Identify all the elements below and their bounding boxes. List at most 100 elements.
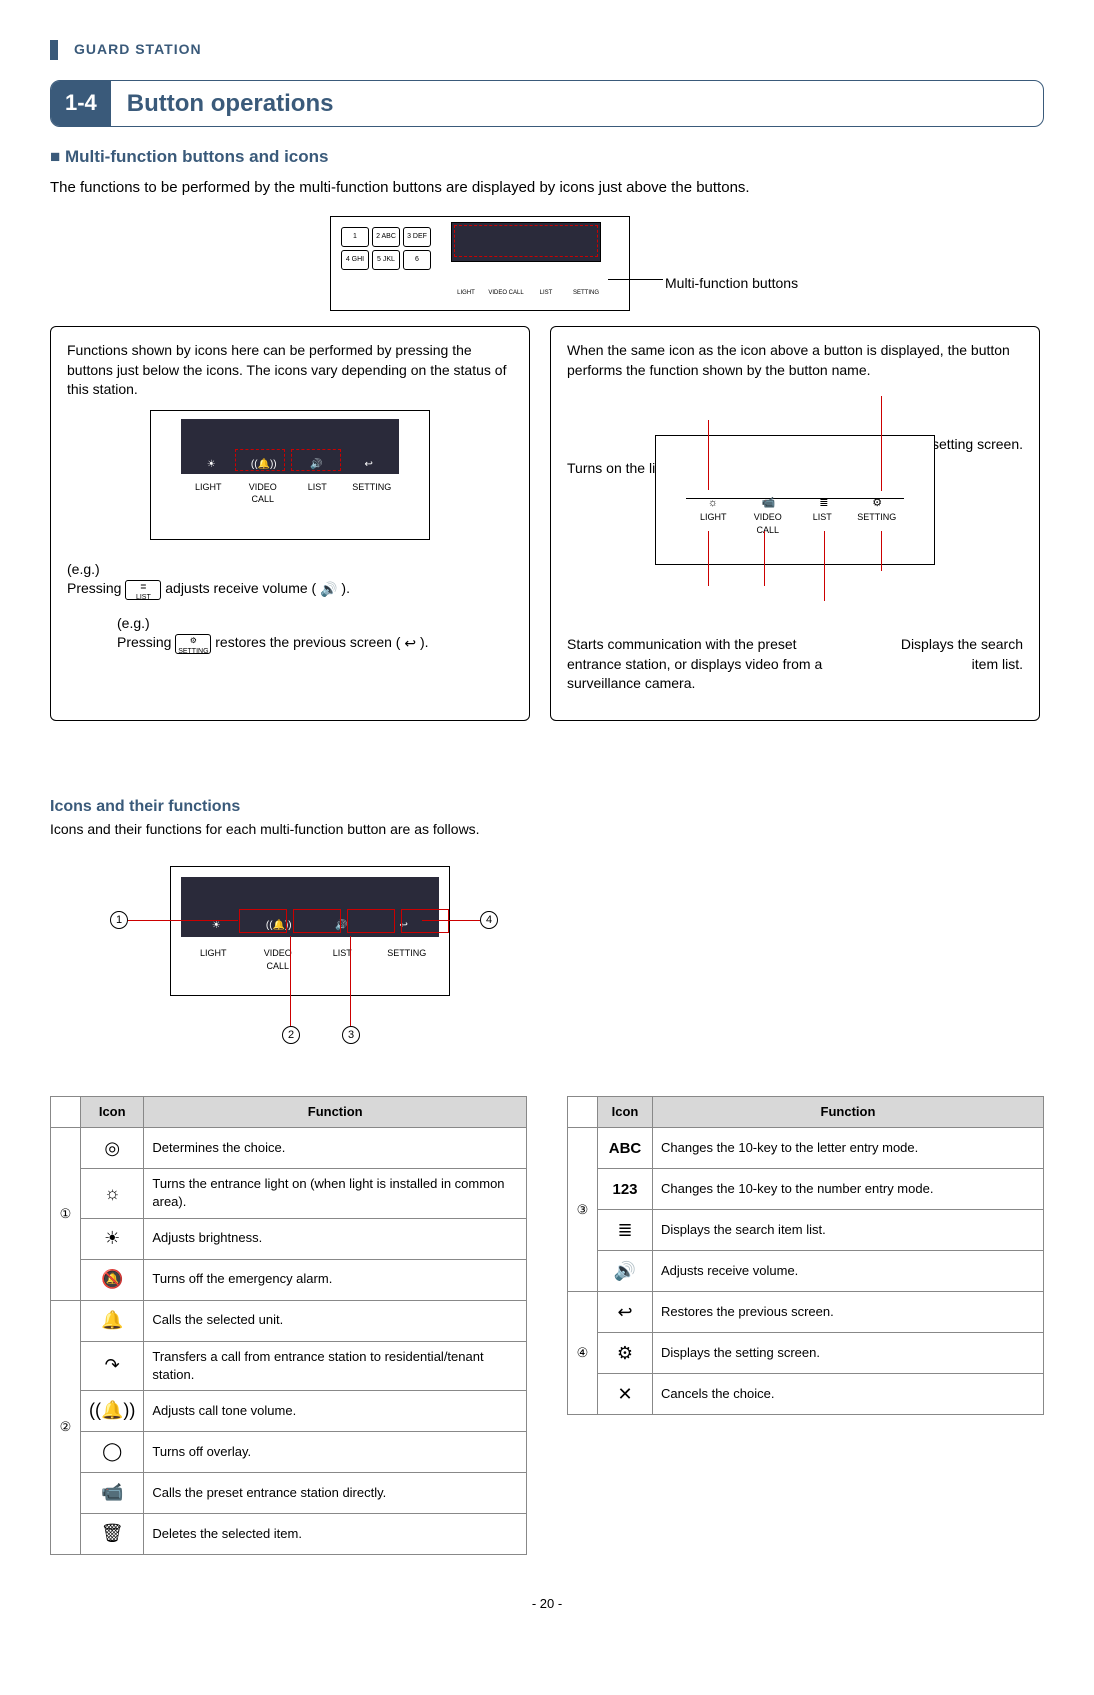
section-header: 1-4 Button operations xyxy=(50,80,1044,128)
table-icon-cell: 🔕 xyxy=(81,1259,144,1300)
table-icon-cell: ◎ xyxy=(81,1128,144,1169)
mini-station-left: ☀ ((🔔)) 🔊 ↩ LIGHT VIDEO CALL LIST SETTIN… xyxy=(150,410,430,540)
intro-text: The functions to be performed by the mul… xyxy=(50,177,1044,198)
section-title: Button operations xyxy=(111,81,350,127)
table-group-cell: ① xyxy=(51,1128,81,1300)
circle-3: 3 xyxy=(342,1026,360,1044)
icons-section-desc: Icons and their functions for each multi… xyxy=(50,820,1044,840)
table-func-cell: Cancels the choice. xyxy=(653,1374,1044,1415)
keypad: 1 2 ABC 3 DEF 4 GHI 5 JKL 6 xyxy=(341,227,436,270)
tables-row: Icon Function ①◎Determines the choice.☼T… xyxy=(50,1096,1044,1555)
subsection-title: ■ Multi-function buttons and icons xyxy=(50,145,1044,169)
page-tab: GUARD STATION xyxy=(50,40,1044,60)
red-highlight xyxy=(347,909,395,933)
table-icon-cell: ⚙ xyxy=(598,1333,653,1374)
table-func-cell: Displays the setting screen. xyxy=(653,1333,1044,1374)
table-func-cell: Turns the entrance light on (when light … xyxy=(144,1169,527,1218)
section-number: 1-4 xyxy=(51,81,111,127)
table-header-blank xyxy=(568,1096,598,1127)
table-func-cell: Transfers a call from entrance station t… xyxy=(144,1341,527,1390)
table-icon-cell: ◯ xyxy=(81,1431,144,1472)
icons-section-title: Icons and their functions xyxy=(50,796,1044,818)
eg2-line: Pressing ⚙SETTING restores the previous … xyxy=(117,633,513,653)
light-icon: ☼ xyxy=(708,496,718,511)
table-icon-cell: 🔊 xyxy=(598,1251,653,1292)
table-icon-cell: ≣ xyxy=(598,1210,653,1251)
table-group-cell: ② xyxy=(51,1300,81,1554)
circle-1: 1 xyxy=(110,911,128,929)
table-func-cell: Determines the choice. xyxy=(144,1128,527,1169)
video-call-icon: 📹 xyxy=(762,496,776,511)
table-icon-cell: 🗑 xyxy=(81,1513,144,1554)
list-icon: ≣ xyxy=(819,496,828,511)
mini-station-right: LIGHT VIDEO CALL LIST SETTING ☼ 📹 ≣ ⚙ xyxy=(655,435,935,565)
table-func-cell: Displays the search item list. xyxy=(653,1210,1044,1251)
table-icon-cell: ☀ xyxy=(81,1218,144,1259)
table-func-cell: Restores the previous screen. xyxy=(653,1292,1044,1333)
table-func-cell: Deletes the selected item. xyxy=(144,1513,527,1554)
table-group-cell: ③ xyxy=(568,1128,598,1292)
table-func-cell: Calls the preset entrance station direct… xyxy=(144,1472,527,1513)
eg1-line: Pressing ≣LIST adjusts receive volume ( … xyxy=(67,579,513,599)
leader-line xyxy=(608,279,663,280)
table-group-cell: ④ xyxy=(568,1292,598,1415)
callout-right: When the same icon as the icon above a b… xyxy=(550,326,1040,721)
brightness-icon: ☀ xyxy=(191,458,231,472)
keypad-key: 4 GHI xyxy=(341,250,369,270)
red-highlight xyxy=(293,909,341,933)
table-icon-cell: ✕ xyxy=(598,1374,653,1415)
keypad-key: 1 xyxy=(341,227,369,247)
eg1-label: (e.g.) xyxy=(67,560,513,580)
callout-right-text: When the same icon as the icon above a b… xyxy=(567,341,1023,380)
table-header-icon: Icon xyxy=(81,1096,144,1127)
station-button-labels: LIGHT VIDEO CALL LIST SETTING xyxy=(446,267,606,297)
setting-button-chip: ⚙SETTING xyxy=(175,634,211,654)
table-func-cell: Changes the 10-key to the number entry m… xyxy=(653,1169,1044,1210)
table-icon-cell: 🔔 xyxy=(81,1300,144,1341)
label-list: Displays the search item list. xyxy=(877,635,1023,674)
dash-highlight xyxy=(235,449,285,471)
circle-4: 4 xyxy=(480,911,498,929)
callout-left-text: Functions shown by icons here can be per… xyxy=(67,341,513,400)
table-header-func: Function xyxy=(144,1096,527,1127)
page-number: - 20 - xyxy=(50,1595,1044,1613)
red-highlight xyxy=(401,909,449,933)
keypad-key: 5 JKL xyxy=(372,250,400,270)
table-icon-cell: 📹 xyxy=(81,1472,144,1513)
table-icon-cell: ↷ xyxy=(81,1341,144,1390)
table-header-icon: Icon xyxy=(598,1096,653,1127)
table-func-cell: Adjusts brightness. xyxy=(144,1218,527,1259)
table-icon-cell: ((🔔)) xyxy=(81,1390,144,1431)
table-header-func: Function xyxy=(653,1096,1044,1127)
table-icon-cell: ABC xyxy=(598,1128,653,1169)
callout-left: Functions shown by icons here can be per… xyxy=(50,326,530,721)
mini-screen: ☀ ((🔔)) 🔊 ↩ xyxy=(181,419,399,474)
label-video: Starts communication with the preset ent… xyxy=(567,635,847,694)
keypad-key: 6 xyxy=(403,250,431,270)
numbered-station-diagram: ☀ ((🔔)) 🔊 ↩ LIGHT VIDEO CALL LIST SETTIN… xyxy=(110,856,530,1056)
mini-screen xyxy=(686,444,904,499)
table-icon-cell: ↩ xyxy=(598,1292,653,1333)
return-icon: ↩ xyxy=(404,634,416,654)
icon-function-table-left: Icon Function ①◎Determines the choice.☼T… xyxy=(50,1096,527,1555)
table-func-cell: Turns off the emergency alarm. xyxy=(144,1259,527,1300)
mf-buttons-label: Multi-function buttons xyxy=(665,274,798,294)
table-func-cell: Adjusts receive volume. xyxy=(653,1251,1044,1292)
red-highlight xyxy=(239,909,287,933)
running-head: GUARD STATION xyxy=(64,40,1044,60)
table-icon-cell: 123 xyxy=(598,1169,653,1210)
icon-function-table-right: Icon Function ③ABCChanges the 10-key to … xyxy=(567,1096,1044,1415)
table-icon-cell: ☼ xyxy=(81,1169,144,1218)
circle-2: 2 xyxy=(282,1026,300,1044)
table-func-cell: Adjusts call tone volume. xyxy=(144,1390,527,1431)
table-header-blank xyxy=(51,1096,81,1127)
table-func-cell: Calls the selected unit. xyxy=(144,1300,527,1341)
volume-icon: 🔊 xyxy=(320,580,337,600)
brightness-icon: ☀ xyxy=(196,919,236,933)
keypad-key: 2 ABC xyxy=(372,227,400,247)
dash-highlight xyxy=(291,449,341,471)
example-block: (e.g.) Pressing ≣LIST adjusts receive vo… xyxy=(67,560,513,654)
table-func-cell: Changes the 10-key to the letter entry m… xyxy=(653,1128,1044,1169)
diagram-area: 1 2 ABC 3 DEF 4 GHI 5 JKL 6 LIGHT VIDEO … xyxy=(50,216,1044,736)
keypad-key: 3 DEF xyxy=(403,227,431,247)
